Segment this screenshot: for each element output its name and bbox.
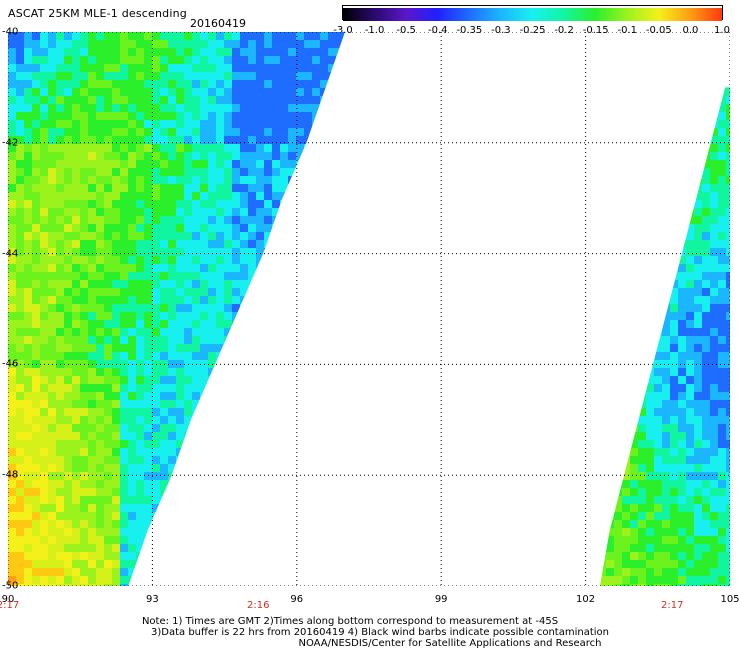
colorbar-tick-label: -0.1 [617,25,638,36]
colorbar-tick-label: -0.05 [645,25,672,36]
colorbar-tick-label: -3.0 [333,25,353,36]
time-label: 2:17 [0,600,20,611]
note-line-2: 3)Data buffer is 22 hrs from 20160419 4)… [151,627,609,638]
colorbar [342,5,723,21]
latitude-tick-label: -42 [2,137,19,149]
swath-left [8,32,345,586]
colorbar-tick-label: -0.3 [491,25,511,36]
product-date: 20160419 [190,17,246,30]
latitude-tick-label: -48 [2,469,19,481]
longitude-tick-label: 105 [720,594,740,605]
colorbar-tick-label: -0.15 [582,25,609,36]
colorbar-tick-label: -0.25 [519,25,546,36]
time-label: 2:17 [661,600,684,611]
map-canvas[interactable] [7,31,731,587]
colorbar-tick-label: 1.0 [714,25,730,36]
product-title: ASCAT 25KM MLE-1 descending [8,7,187,20]
colorbar-tick-label: -1.0 [364,25,385,36]
colorbar-gradient [343,8,722,21]
longitude-tick-label: 99 [434,594,448,605]
latitude-tick-label: -40 [2,26,19,38]
colorbar-tick-label: -0.4 [427,25,448,36]
longitude-tick-label: 90 [1,594,15,605]
time-label: 2:16 [247,600,270,611]
latitude-tick-label: -50 [2,580,19,592]
latitude-tick-label: -44 [2,248,19,260]
longitude-tick-label: 93 [146,594,159,605]
latitude-tick-label: -46 [2,358,19,370]
map-plot[interactable] [7,31,731,587]
note-line-1: Note: 1) Times are GMT 2)Times along bot… [141,616,559,627]
colorbar-tick-label: -0.35 [456,25,483,36]
swath-right [600,87,730,587]
colorbar-tick-label: -0.5 [396,25,416,36]
longitude-tick-label: 102 [576,594,596,605]
note-line-3: NOAA/NESDIS/Center for Satellite Applica… [298,638,602,649]
colorbar-tick-label: 0.0 [682,25,699,36]
colorbar-tick-label: -0.2 [554,25,574,36]
colorbar-ramp [343,8,722,21]
longitude-tick-label: 96 [290,594,304,605]
